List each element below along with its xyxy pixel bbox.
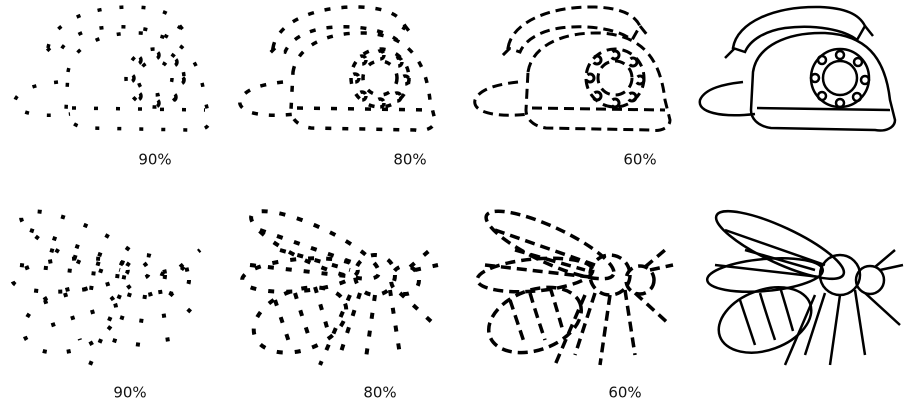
panel-label: 60% — [623, 151, 656, 169]
complete-bee — [704, 197, 905, 367]
fragmented-bee — [474, 197, 675, 367]
panel-label: 90% — [138, 151, 171, 169]
fragmented-bee — [8, 197, 210, 367]
panel-label: 60% — [608, 384, 641, 402]
fragmented-bee — [238, 197, 440, 367]
fragmented-phone — [237, 5, 437, 133]
fragmented-phone — [12, 5, 212, 133]
complete-phone — [698, 5, 897, 132]
panel-label: 80% — [363, 384, 396, 402]
panel-label: 90% — [113, 384, 146, 402]
panel-label: 80% — [393, 151, 426, 169]
fragmented-phone — [473, 5, 672, 133]
